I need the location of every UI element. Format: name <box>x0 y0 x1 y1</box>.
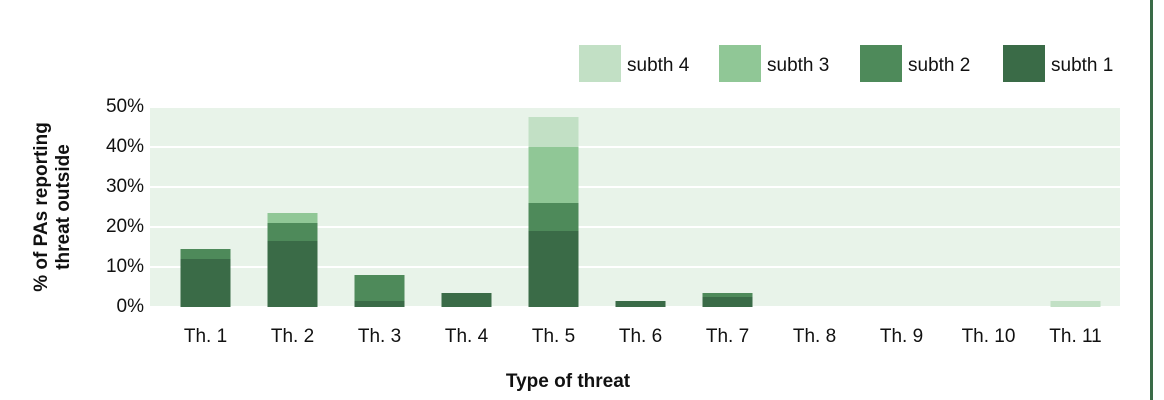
x-axis-label: Type of threat <box>506 371 631 392</box>
y-axis-label: % of PAs reporting threat outside <box>31 122 74 292</box>
x-tick-label: Th. 2 <box>271 326 314 347</box>
bar-segment <box>615 301 666 307</box>
legend-label: subth 1 <box>1051 55 1113 76</box>
x-tick-label: Th. 1 <box>184 326 227 347</box>
x-tick-label: Th. 10 <box>962 326 1016 347</box>
x-tick-label: Th. 7 <box>706 326 749 347</box>
bar-segment <box>267 213 318 223</box>
legend-label: subth 4 <box>627 55 690 76</box>
legend-swatch <box>1003 45 1045 82</box>
x-tick-label: Th. 6 <box>619 326 662 347</box>
bar-segment <box>267 223 318 241</box>
bar-segment <box>180 249 231 259</box>
y-tick-label: 30% <box>106 176 144 197</box>
legend-swatch <box>579 45 621 82</box>
y-tick-label: 50% <box>106 96 144 117</box>
x-tick-label: Th. 5 <box>532 326 575 347</box>
y-axis-label-line: % of PAs reporting <box>31 122 52 292</box>
bar-segment <box>528 203 579 231</box>
legend-label: subth 3 <box>767 55 829 76</box>
legend-swatch <box>860 45 902 82</box>
bar-segment <box>702 293 753 297</box>
y-tick-label: 40% <box>106 136 144 157</box>
bar-segment <box>441 293 492 307</box>
bar-segment <box>1050 301 1101 307</box>
y-axis-label-line: threat outside <box>53 144 74 270</box>
y-tick-label: 20% <box>106 216 144 237</box>
bar-segment <box>354 275 405 301</box>
bar-segment <box>528 231 579 307</box>
x-tick-label: Th. 11 <box>1049 326 1101 347</box>
legend-swatch <box>719 45 761 82</box>
bar-segment <box>267 241 318 307</box>
x-tick-label: Th. 3 <box>358 326 401 347</box>
legend-label: subth 2 <box>908 55 970 76</box>
y-tick-label: 10% <box>106 256 144 277</box>
x-tick-label: Th. 8 <box>793 326 836 347</box>
bar-segment <box>354 301 405 307</box>
bar-segment <box>528 147 579 203</box>
x-tick-label: Th. 9 <box>880 326 923 347</box>
bar-segment <box>180 259 231 307</box>
frame-edge <box>1150 0 1153 400</box>
x-tick-label: Th. 4 <box>445 326 489 347</box>
y-tick-label: 0% <box>117 296 145 317</box>
bar-segment <box>528 117 579 147</box>
bar-segment <box>702 297 753 307</box>
